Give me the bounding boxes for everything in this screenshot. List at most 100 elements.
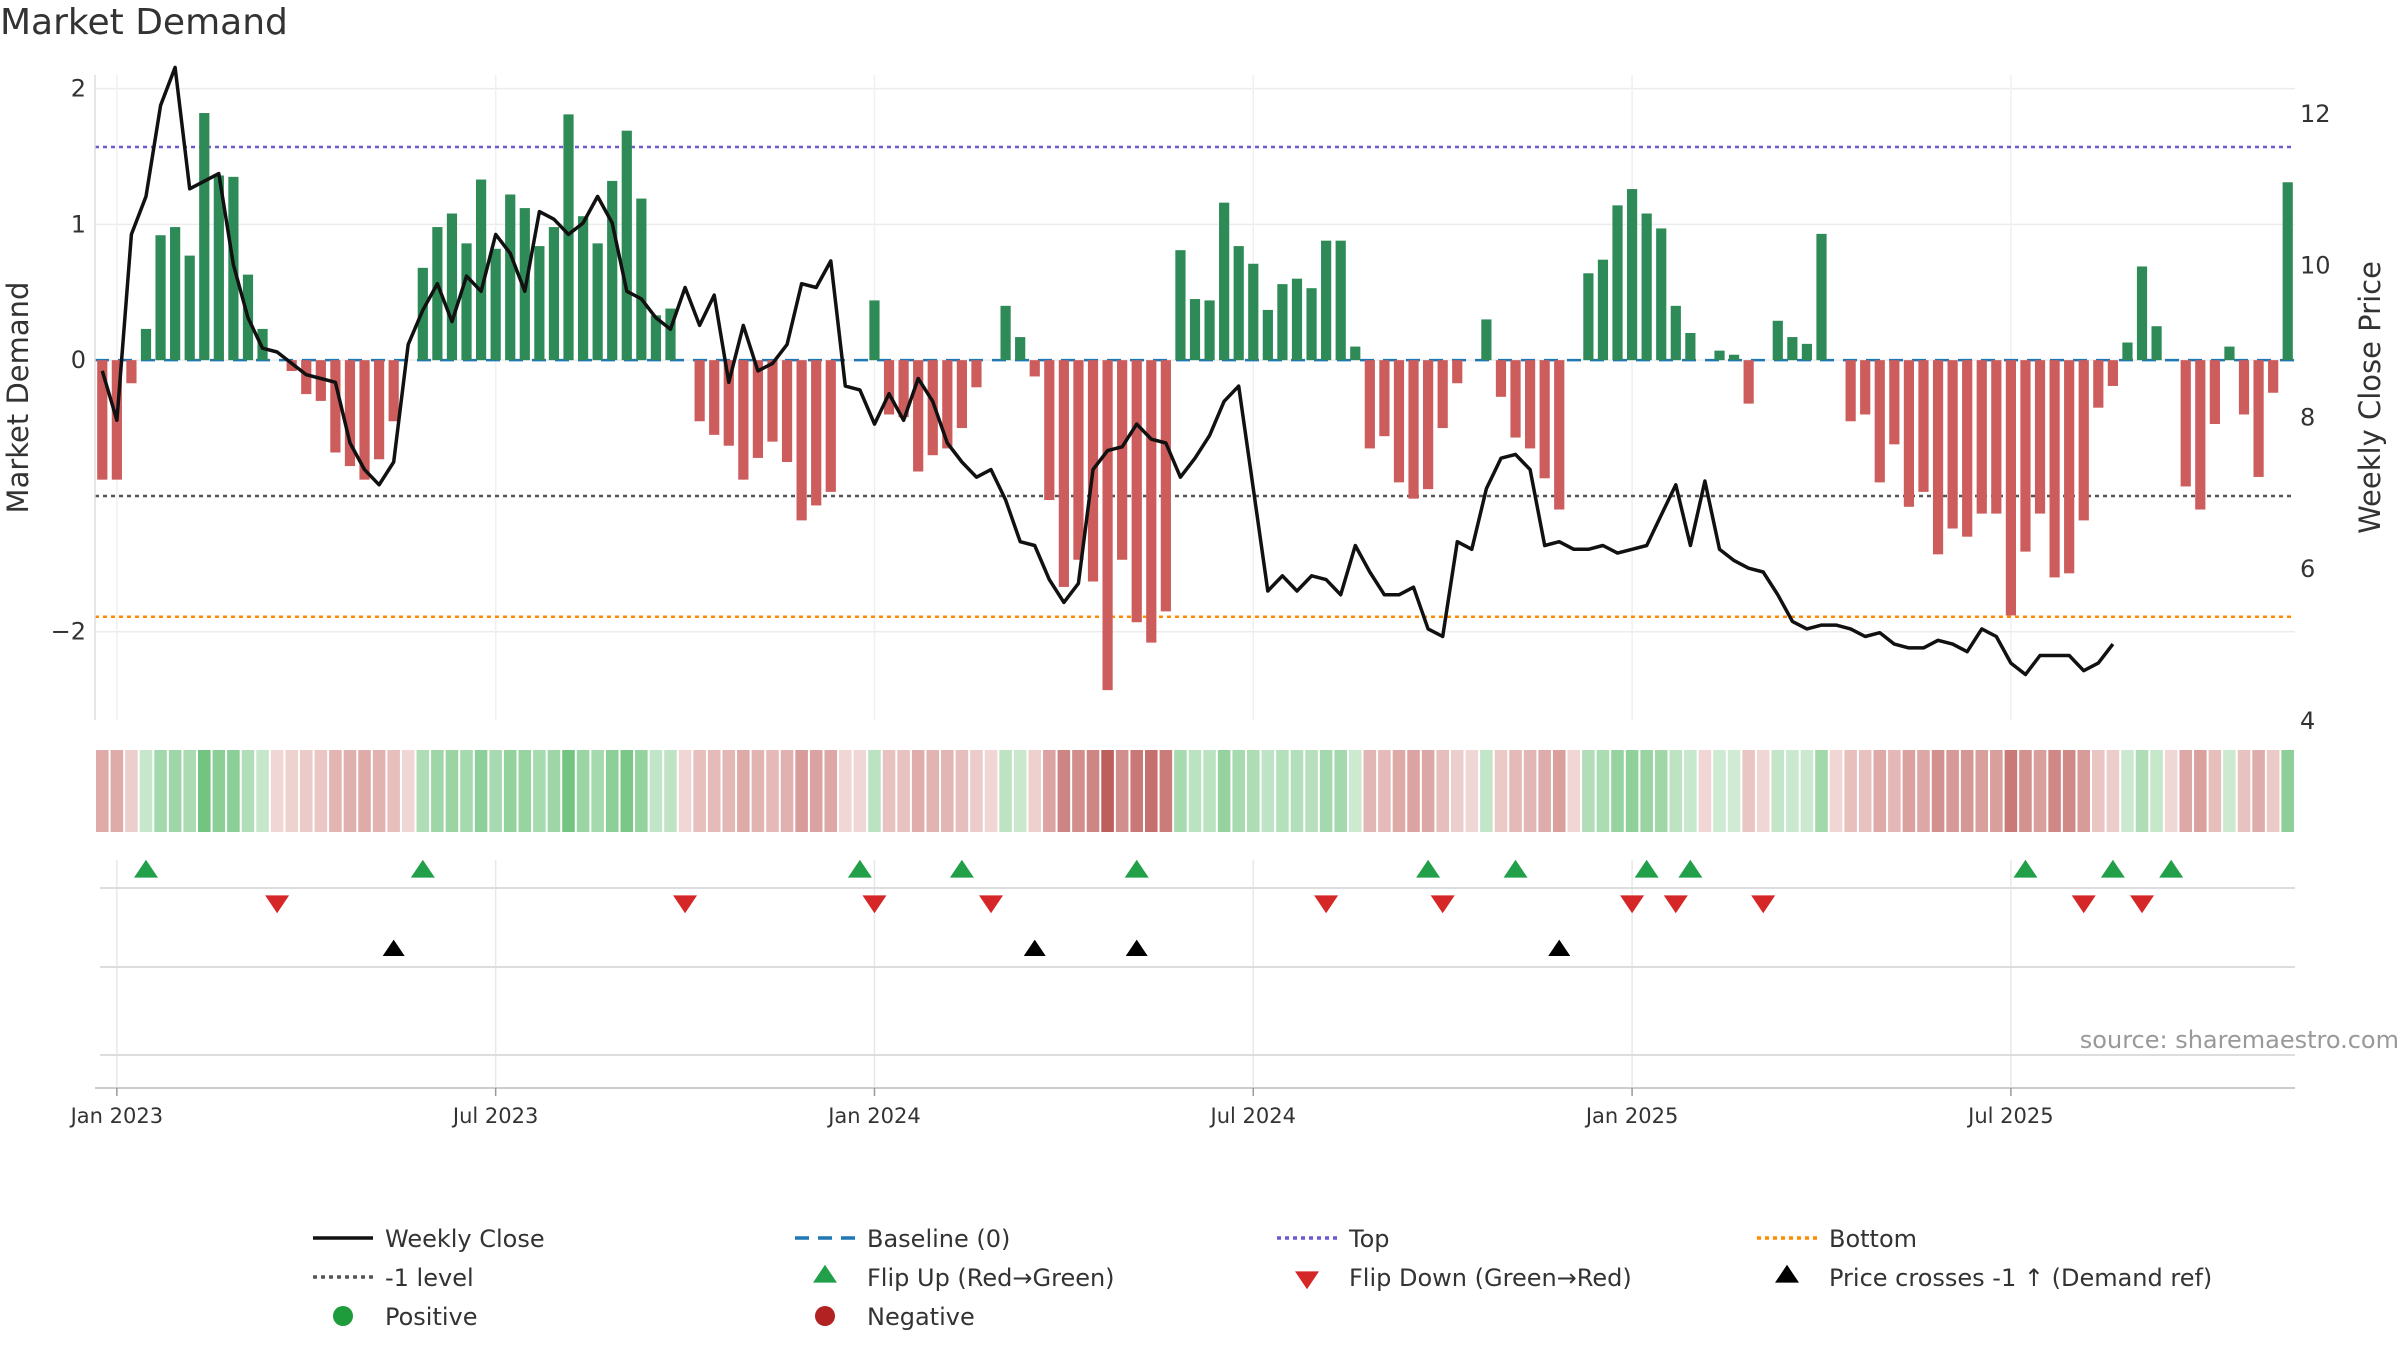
demand-bar xyxy=(1525,360,1536,449)
demand-bar xyxy=(1481,319,1492,361)
heat-cell xyxy=(1771,750,1785,832)
heat-cell xyxy=(1946,750,1959,832)
demand-bar xyxy=(781,360,793,462)
heat-cell xyxy=(970,750,983,832)
demand-bar xyxy=(607,180,618,361)
heat-cell xyxy=(1713,750,1726,832)
demand-bar xyxy=(1335,240,1346,361)
demand-bar xyxy=(1772,320,1783,361)
price-cross-marker xyxy=(382,939,405,957)
heat-cell xyxy=(227,750,240,832)
heat-cell xyxy=(1742,750,1755,832)
demand-bar xyxy=(825,360,836,492)
heat-cell xyxy=(387,750,400,832)
demand-bar xyxy=(869,300,880,361)
heat-cell xyxy=(110,750,124,832)
heat-cell xyxy=(1829,750,1843,832)
heat-cell xyxy=(1013,750,1027,832)
heat-cell xyxy=(839,750,852,832)
demand-bar xyxy=(636,198,647,361)
demand-bar xyxy=(1277,284,1288,361)
heat-cell xyxy=(401,750,415,832)
legend-item: Flip Up (Red→Green) xyxy=(813,1264,1115,1292)
demand-bar xyxy=(1670,305,1681,361)
heat-cell xyxy=(503,750,517,832)
legend-swatch-triangle-down xyxy=(1295,1271,1319,1290)
heat-cell xyxy=(1858,750,1872,832)
heat-cell xyxy=(1334,750,1347,832)
demand-bar xyxy=(1262,309,1273,361)
heat-cell xyxy=(984,750,998,832)
heat-cell xyxy=(1873,750,1887,832)
demand-bar xyxy=(1379,360,1390,437)
heat-cell xyxy=(2281,750,2294,832)
flip-down-marker xyxy=(2130,895,2155,914)
demand-bar xyxy=(1903,360,1915,507)
flip-up-marker xyxy=(133,859,158,878)
legend-label: Weekly Close xyxy=(385,1225,545,1253)
demand-bar xyxy=(140,328,152,361)
demand-bar xyxy=(1117,360,1128,560)
demand-bar xyxy=(592,243,603,361)
heat-cell xyxy=(372,750,386,832)
demand-bar xyxy=(1452,360,1463,384)
demand-bar xyxy=(2107,360,2118,386)
y-tick-label: 1 xyxy=(71,210,86,238)
heat-cell xyxy=(897,750,910,832)
flip-down-marker xyxy=(1751,895,1776,914)
x-tick-label: Jul 2025 xyxy=(1966,1104,2053,1128)
demand-bar xyxy=(723,360,734,446)
demand-bar xyxy=(388,360,399,422)
heat-cell xyxy=(125,750,138,832)
heat-cell xyxy=(1800,750,1814,832)
heat-cell xyxy=(2033,750,2047,832)
demand-bar xyxy=(1641,213,1652,361)
demand-bar xyxy=(1408,360,1419,499)
heat-cell xyxy=(882,750,896,832)
heat-cell xyxy=(1203,750,1216,832)
demand-bar xyxy=(1991,360,2002,514)
flip-up-marker xyxy=(1124,859,1149,878)
demand-bar xyxy=(1437,360,1448,429)
legend-item: Bottom xyxy=(1757,1225,1917,1253)
heat-cell xyxy=(154,750,167,832)
heat-cell xyxy=(2194,750,2207,832)
demand-bar xyxy=(2209,360,2220,424)
demand-bar xyxy=(199,113,210,361)
heat-cell xyxy=(343,750,357,832)
demand-bar xyxy=(1889,360,1900,445)
demand-bar xyxy=(330,360,341,453)
heat-cell xyxy=(605,750,619,832)
flip-up-marker xyxy=(1678,859,1703,878)
heat-cell xyxy=(1101,750,1114,832)
heat-cell xyxy=(168,750,182,832)
demand-bar xyxy=(1233,246,1244,361)
heat-cell xyxy=(2019,750,2032,832)
demand-bar xyxy=(563,114,574,361)
legend-label: -1 level xyxy=(385,1264,474,1292)
demand-bar xyxy=(1874,360,1885,483)
heat-cell xyxy=(911,750,925,832)
heat-cell xyxy=(2062,750,2076,832)
heat-cell xyxy=(212,750,226,832)
heat-cell xyxy=(1815,750,1828,832)
demand-bar xyxy=(1015,337,1026,361)
x-tick-label: Jan 2024 xyxy=(826,1104,921,1128)
demand-bar xyxy=(956,360,967,429)
legend-label: Baseline (0) xyxy=(867,1225,1010,1253)
demand-bar xyxy=(1073,360,1084,560)
demand-bar xyxy=(461,243,472,361)
heat-cell xyxy=(926,750,940,832)
demand-bar xyxy=(2093,360,2104,408)
demand-bar xyxy=(1510,360,1521,438)
demand-bar xyxy=(1976,360,1987,514)
heat-cell xyxy=(824,750,838,832)
heat-cell xyxy=(1465,750,1479,832)
heat-cell xyxy=(2266,750,2280,832)
heat-cell xyxy=(1145,750,1158,832)
heat-cell xyxy=(2237,750,2251,832)
heat-cell xyxy=(591,750,604,832)
demand-bar xyxy=(490,248,501,361)
demand-bar xyxy=(155,235,166,361)
demand-bar xyxy=(1175,250,1186,361)
